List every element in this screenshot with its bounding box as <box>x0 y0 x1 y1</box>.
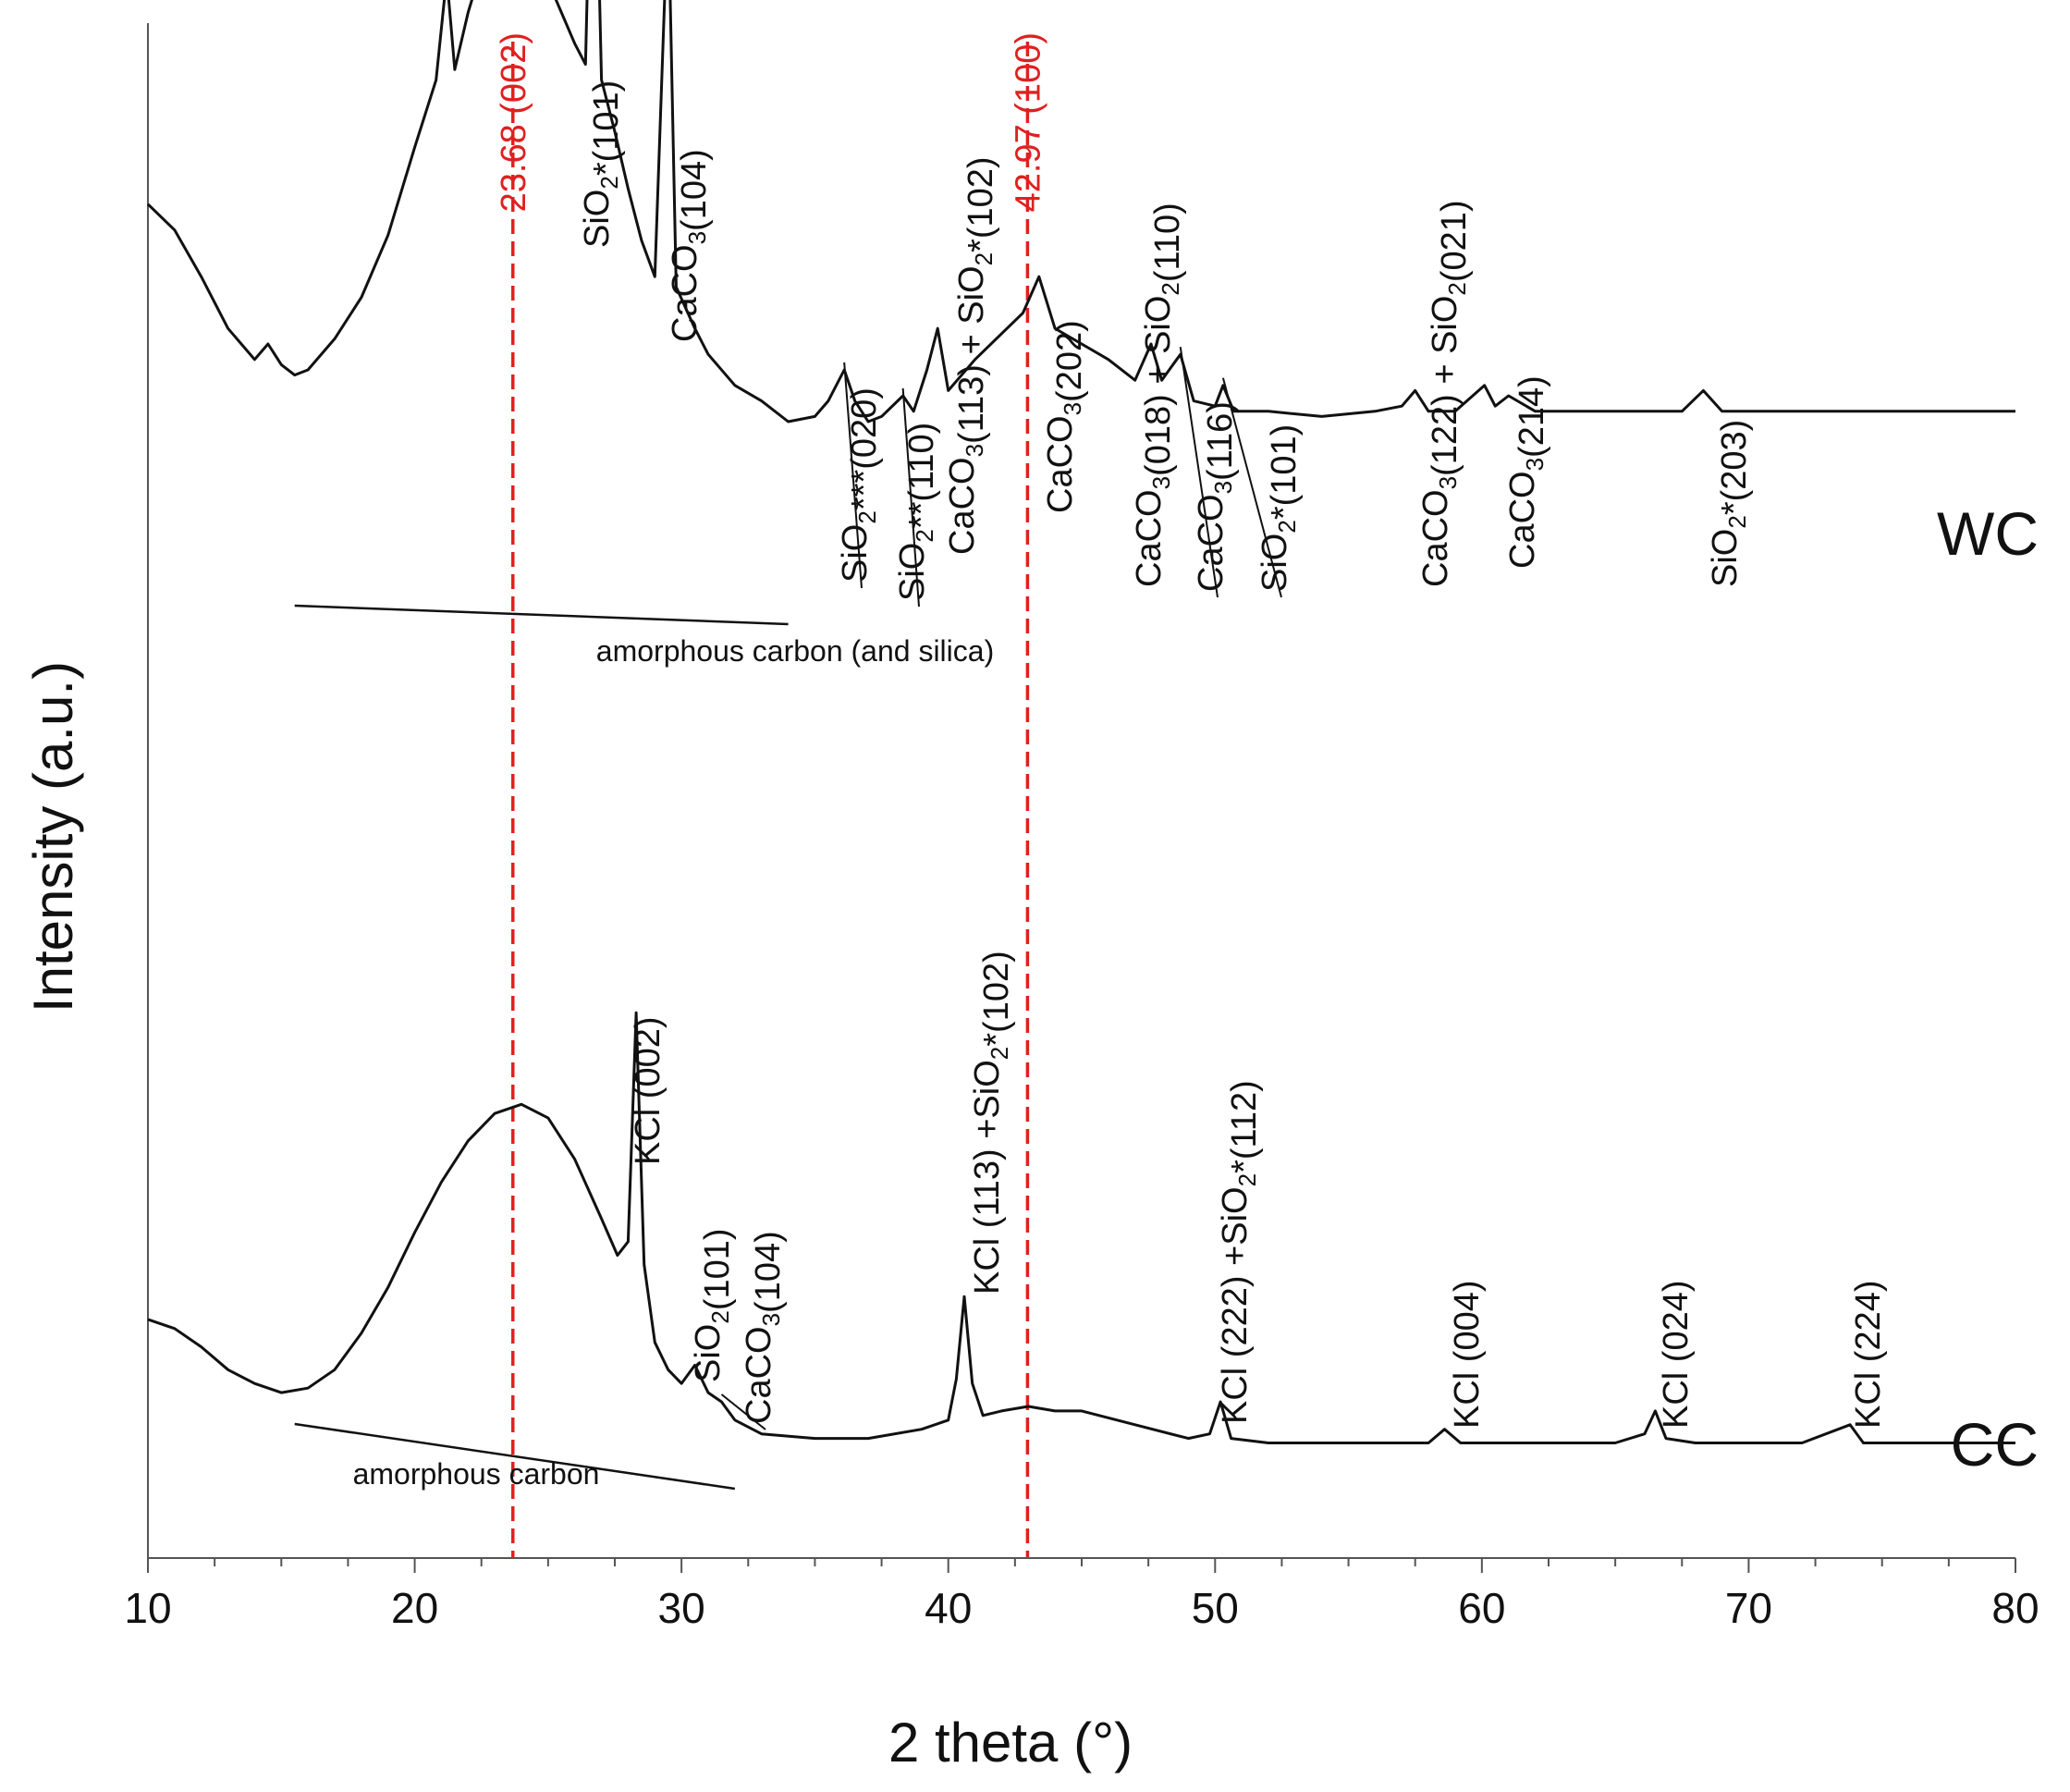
series-label-cc: CC <box>1951 1410 2039 1479</box>
reference-lines: 23.68 (002) 42.97 (100) <box>495 32 1047 1558</box>
leader-line <box>843 362 863 589</box>
x-tick-label: 30 <box>658 1584 705 1632</box>
peak-label: SiO2*(203) <box>1706 420 1754 587</box>
x-tick-label: 20 <box>391 1584 438 1632</box>
peak-label: KCl (222) +SiO2*(112) <box>1216 1080 1264 1424</box>
annotation-leaders <box>720 347 1282 1430</box>
peak-label: SiO2*(101) <box>1255 424 1304 592</box>
baseline-label-wc: amorphous carbon (and silica) <box>596 634 994 668</box>
leader-line <box>901 387 920 608</box>
peak-label: CaCO3(202) <box>1041 320 1089 513</box>
peak-label: SiO2**(110) <box>893 423 941 601</box>
x-tick-label: 50 <box>1192 1584 1239 1632</box>
peak-label: CaCO3(018) + SiO2(110) <box>1130 203 1187 587</box>
peak-label: CaCO3(113) + SiO2*(102) <box>943 156 1000 555</box>
x-tick-label: 80 <box>1991 1584 2039 1632</box>
peak-label: CaCO3(122) + SiO2(021) <box>1416 200 1474 587</box>
peak-label: CaCO3(104) <box>740 1231 788 1424</box>
reference-label: 23.68 (002) <box>495 32 533 212</box>
axes: 10 20 30 40 50 60 70 80 <box>124 23 2039 1632</box>
peak-label: KCl (004) <box>1448 1281 1487 1430</box>
leader-line <box>1179 347 1219 598</box>
peak-label: KCl (002) <box>629 1017 668 1166</box>
peak-label: SiO2***(020) <box>836 387 884 583</box>
peak-label: KCl (224) <box>1849 1281 1888 1430</box>
trace-cc <box>147 1011 2015 1444</box>
baseline-label-cc: amorphous carbon <box>353 1457 600 1491</box>
series-label-wc: WC <box>1937 499 2039 568</box>
x-tick-label: 70 <box>1725 1584 1772 1632</box>
x-tick-label: 40 <box>925 1584 972 1632</box>
peak-label: CaCO3(104) <box>666 149 714 342</box>
trace-wc <box>146 0 2015 423</box>
peak-label: KCl (113) +SiO2*(102) <box>968 951 1016 1295</box>
amorphous-baselines: amorphous carbon (and silica) amorphous c… <box>294 604 994 1491</box>
peak-label: SiO2*(101) <box>578 80 626 248</box>
reference-label: 42.97 (100) <box>1009 32 1047 212</box>
baseline-wc <box>294 604 789 626</box>
peak-label: CaCO3(116) <box>1192 401 1240 592</box>
peak-label: SiO2(101) <box>689 1228 737 1382</box>
peak-annotations: SiO2*(101) CaCO3(104) SiO2***(020)SiO2**(1… <box>578 80 1888 1429</box>
x-tick-label: 10 <box>124 1584 171 1632</box>
y-axis-title: Intensity (a.u.) <box>22 661 84 1013</box>
baseline-cc <box>294 1422 736 1491</box>
peak-label: KCl (024) <box>1657 1281 1696 1430</box>
x-axis-title: 2 theta (°) <box>888 1712 1133 1774</box>
leader-line <box>720 1393 766 1430</box>
traces: WC CC <box>146 0 2039 1479</box>
leader-line <box>1221 377 1282 598</box>
x-tick-label: 60 <box>1458 1584 1505 1632</box>
peak-label: CaCO3(214) <box>1503 375 1551 569</box>
